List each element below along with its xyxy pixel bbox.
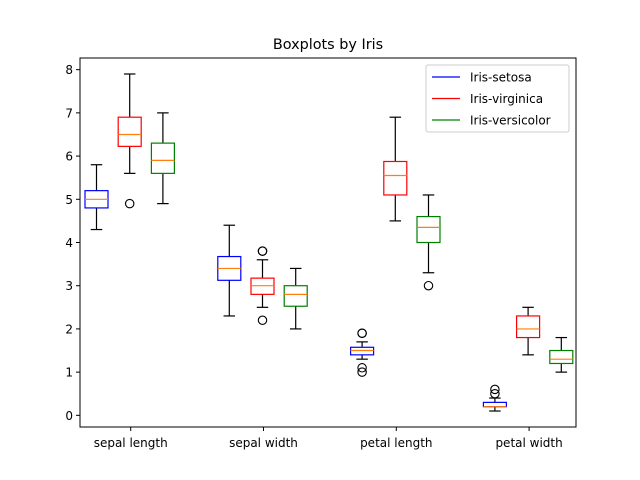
outlier-point [257,246,268,256]
outlier-point [490,388,500,399]
box-iqr [150,142,175,174]
y-tick-label: 3 [65,279,73,293]
legend: Iris-setosa Iris-virginica Iris-versicolor [425,64,570,133]
box-iqr [416,215,441,244]
x-tick-label: petal width [495,436,562,450]
outlier-point [357,363,367,373]
legend-label: Iris-versicolor [470,114,551,128]
x-tick-label: petal length [360,436,432,450]
box-iris-virginica-sepal-length [117,73,142,209]
outlier-point [357,328,367,338]
box-iris-virginica-petal-width [515,306,541,356]
box-iris-versicolor-sepal-width [283,267,308,330]
box-iris-versicolor-petal-width [549,336,574,373]
legend-box [425,64,570,133]
chart-title: Boxplots by Iris [273,37,383,53]
y-tick-label: 2 [65,322,73,336]
box-iqr [482,401,507,408]
box-iqr [283,285,308,307]
legend-label: Iris-virginica [470,92,543,106]
axes: 0 1 2 3 4 5 6 7 8 sepal length sepal width petal le… [65,57,577,450]
y-tick-label: 0 [65,409,73,423]
outlier-point [257,315,268,326]
legend-label: Iris-setosa [470,71,532,85]
y-tick-label: 7 [65,106,73,120]
y-tick-label: 6 [65,150,73,164]
outlier-point [423,280,434,291]
x-tick-label: sepal width [229,436,298,450]
box-iris-setosa-petal-width [482,384,507,412]
y-tick-label: 4 [65,236,73,250]
plot-marks [84,73,574,412]
box-iris-versicolor-petal-length [416,194,441,291]
outlier-point [357,367,367,377]
outlier-point [124,198,135,209]
box-iris-virginica-petal-length [383,116,408,222]
box-iris-setosa-petal-length [350,328,375,377]
x-tick-label: sepal length [94,436,168,450]
box-iqr [549,349,574,365]
y-tick-label: 1 [65,366,73,380]
y-tick-label: 8 [65,63,73,77]
box-iqr [383,160,408,196]
y-tick-label: 5 [65,193,73,207]
outlier-point [490,384,500,395]
box-iris-setosa-sepal-length [84,164,109,231]
box-iris-versicolor-sepal-length [150,112,175,205]
box-iris-setosa-sepal-width [217,224,242,317]
box-iqr [515,315,541,339]
box-iqr [117,116,142,147]
box-iris-virginica-sepal-width [250,246,275,326]
